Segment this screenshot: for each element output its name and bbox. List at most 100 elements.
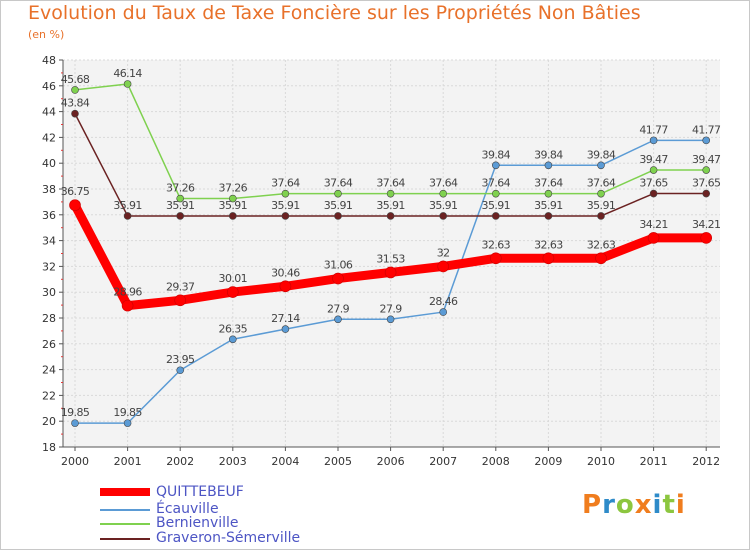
data-point xyxy=(649,189,658,198)
data-label: 39.47 xyxy=(692,153,721,166)
data-label: 32.63 xyxy=(482,238,511,251)
legend-swatch-quittebeuf xyxy=(100,488,150,496)
x-tick-label: 2004 xyxy=(271,455,299,468)
data-point xyxy=(281,325,290,333)
data-point xyxy=(229,194,237,203)
data-label: 41.77 xyxy=(692,123,721,136)
data-label: 46.14 xyxy=(113,67,142,80)
y-tick-label: 24 xyxy=(42,364,56,377)
data-point xyxy=(279,280,292,293)
legend-swatch-ecauville xyxy=(100,509,150,511)
y-tick-label: 44 xyxy=(42,106,56,119)
data-label: 37.26 xyxy=(219,182,248,195)
data-label: 35.91 xyxy=(219,199,248,212)
x-tick-label: 2003 xyxy=(219,455,247,468)
data-point xyxy=(176,366,184,375)
data-point xyxy=(649,136,658,145)
data-point xyxy=(489,252,502,265)
x-tick-label: 2009 xyxy=(534,455,562,468)
data-label: 34.21 xyxy=(692,218,721,231)
data-point xyxy=(544,189,553,198)
data-label: 29.37 xyxy=(166,280,195,293)
data-label: 37.64 xyxy=(587,177,616,190)
data-label: 35.91 xyxy=(376,199,405,212)
data-point xyxy=(700,232,713,244)
data-point xyxy=(649,166,658,174)
chart-subtitle: (en %) xyxy=(28,28,65,41)
data-label: 34.21 xyxy=(639,218,668,231)
legend-label-ecauville: Écauville xyxy=(156,501,219,517)
data-label: 35.91 xyxy=(534,199,563,212)
data-point xyxy=(174,294,186,307)
data-label: 41.77 xyxy=(639,123,668,136)
legend-label-quittebeuf: QUITTEBEUF xyxy=(156,484,244,500)
legend-swatch-bernienville xyxy=(100,523,150,525)
data-label: 39.47 xyxy=(639,153,668,166)
y-tick-label: 34 xyxy=(42,235,56,248)
data-point xyxy=(123,419,132,427)
data-label: 27.9 xyxy=(380,302,403,315)
data-label: 37.64 xyxy=(429,177,458,190)
data-label: 30.01 xyxy=(219,272,248,285)
legend-label-graveron-semerville: Graveron-Sémerville xyxy=(156,530,301,546)
data-label: 37.64 xyxy=(482,177,511,190)
data-label: 36.75 xyxy=(61,185,90,198)
y-tick-label: 32 xyxy=(42,260,56,273)
data-point xyxy=(544,161,553,170)
data-label: 26.35 xyxy=(219,322,248,335)
data-point xyxy=(386,212,395,220)
data-label: 37.64 xyxy=(534,177,563,190)
data-label: 27.9 xyxy=(327,302,350,315)
data-label: 35.91 xyxy=(429,199,458,212)
data-label: 37.64 xyxy=(324,177,353,190)
x-tick-label: 2012 xyxy=(692,455,720,468)
data-label: 27.14 xyxy=(271,312,300,325)
y-tick-label: 48 xyxy=(42,54,56,67)
data-point xyxy=(384,266,397,279)
data-point xyxy=(595,252,607,265)
data-label: 35.91 xyxy=(482,199,511,212)
x-tick-label: 2005 xyxy=(324,455,352,468)
x-tick-label: 2010 xyxy=(587,455,615,468)
y-tick-label: 22 xyxy=(42,389,56,402)
y-tick-label: 42 xyxy=(42,131,56,144)
data-point xyxy=(597,212,605,220)
data-point xyxy=(386,189,395,198)
data-point xyxy=(71,109,79,118)
data-point xyxy=(121,299,134,312)
data-label: 35.91 xyxy=(113,199,142,212)
data-point xyxy=(437,260,450,273)
data-label: 32 xyxy=(437,246,450,259)
data-label: 19.85 xyxy=(113,406,142,419)
x-tick-label: 2007 xyxy=(429,455,457,468)
data-point xyxy=(71,86,79,94)
data-point xyxy=(597,189,605,198)
data-label: 35.91 xyxy=(587,199,616,212)
x-tick-label: 2011 xyxy=(640,455,668,468)
y-tick-label: 40 xyxy=(42,157,56,170)
data-label: 37.64 xyxy=(271,177,300,190)
data-point xyxy=(491,189,500,198)
data-point xyxy=(597,161,605,170)
data-point xyxy=(439,308,448,316)
y-tick-label: 20 xyxy=(42,415,56,428)
data-label: 43.84 xyxy=(61,97,90,110)
x-tick-label: 2000 xyxy=(61,455,89,468)
x-tick-label: 2001 xyxy=(114,455,142,468)
data-point xyxy=(702,189,711,198)
x-tick-label: 2002 xyxy=(166,455,194,468)
data-point xyxy=(281,212,290,220)
data-point xyxy=(281,189,290,198)
legend-swatch-graveron-semerville xyxy=(100,538,150,540)
data-point xyxy=(123,212,132,220)
chart-title: Evolution du Taux de Taxe Foncière sur l… xyxy=(28,2,641,24)
data-label: 30.46 xyxy=(271,266,300,279)
data-point xyxy=(334,315,342,324)
data-point xyxy=(334,189,342,198)
data-label: 45.68 xyxy=(61,73,90,86)
data-point xyxy=(702,166,711,174)
data-point xyxy=(334,212,342,220)
data-label: 31.06 xyxy=(324,259,353,272)
data-point xyxy=(71,419,79,427)
data-point xyxy=(176,212,184,220)
